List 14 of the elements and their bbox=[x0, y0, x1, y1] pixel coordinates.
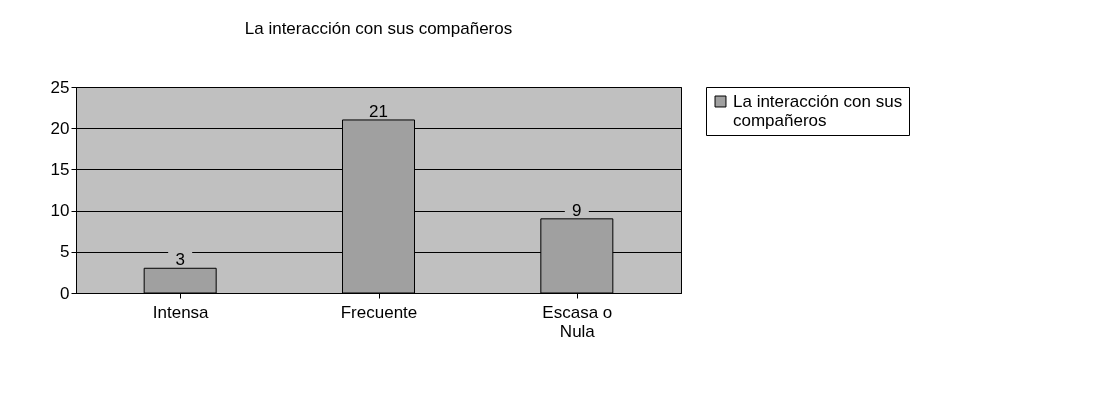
legend-label: La interacción con sus compañeros bbox=[733, 91, 903, 130]
x-tick-label: Intensa bbox=[152, 302, 210, 322]
y-tick-label: 0 bbox=[60, 283, 70, 303]
y-tick-label: 15 bbox=[50, 159, 70, 179]
chart-title: La interacción con sus compañeros bbox=[244, 19, 513, 38]
data-label: 21 bbox=[369, 101, 388, 121]
y-tick-label: 10 bbox=[50, 201, 70, 221]
y-tick-label: 25 bbox=[50, 77, 70, 97]
data-label: 3 bbox=[175, 250, 185, 270]
y-tick-label: 5 bbox=[60, 242, 70, 262]
data-label: 9 bbox=[572, 200, 582, 220]
x-tick-label: Frecuente bbox=[340, 302, 418, 322]
x-tick-label: Escasa o Nula bbox=[542, 302, 613, 341]
y-tick-label: 20 bbox=[50, 118, 70, 138]
